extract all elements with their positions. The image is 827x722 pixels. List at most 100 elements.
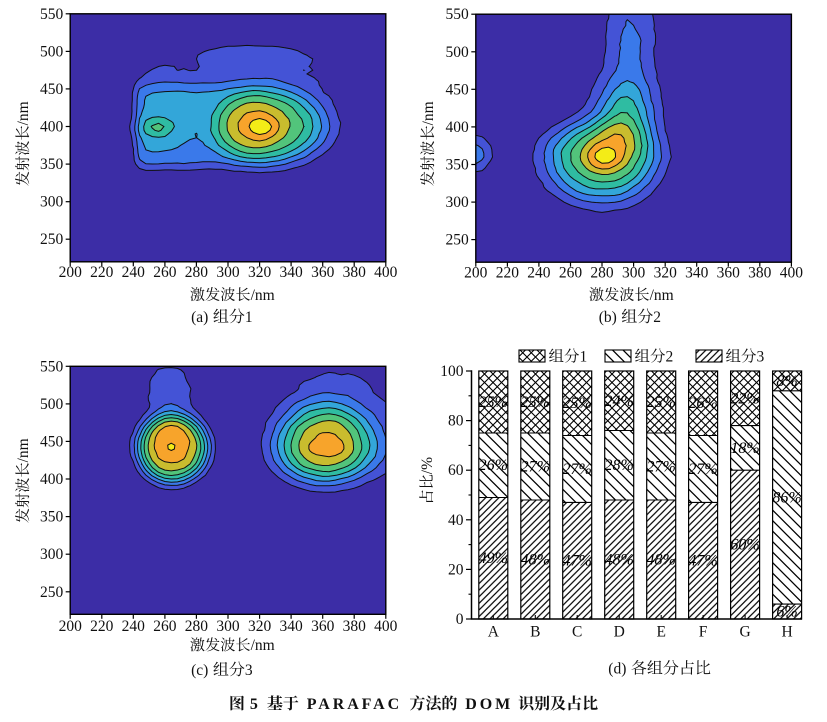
svg-text:280: 280 [185,618,209,635]
svg-text:380: 380 [748,265,772,282]
svg-text:240: 240 [527,265,551,282]
svg-text:/nm: /nm [15,438,32,462]
svg-text:/nm: /nm [251,287,275,304]
svg-text:100: 100 [440,363,464,380]
svg-text:48%: 48% [521,552,550,569]
svg-text:A: A [488,624,500,641]
svg-text:500: 500 [40,43,64,60]
svg-text:220: 220 [90,618,114,635]
svg-text:400: 400 [446,119,470,136]
svg-text:C: C [572,624,582,641]
svg-text:B: B [530,624,540,641]
svg-text:300: 300 [622,265,646,282]
svg-text:340: 340 [279,264,303,281]
svg-text:24%: 24% [605,393,634,410]
svg-text:350: 350 [40,156,64,173]
svg-text:/%: /% [419,457,436,474]
svg-text:300: 300 [446,194,470,211]
svg-text:340: 340 [279,618,303,635]
svg-text:300: 300 [40,546,64,563]
svg-text:D: D [614,624,625,641]
svg-text:48%: 48% [647,552,676,569]
svg-text:320: 320 [654,265,678,282]
svg-text:5: 5 [250,696,258,713]
svg-text:500: 500 [40,396,64,413]
svg-text:350: 350 [446,157,470,174]
svg-text:F: F [699,624,708,641]
svg-text:220: 220 [90,264,114,281]
svg-text:6%: 6% [776,604,797,621]
svg-text:280: 280 [185,264,209,281]
svg-text:26%: 26% [688,395,717,412]
svg-text:H: H [781,624,792,641]
svg-text:380: 380 [343,618,367,635]
svg-text:25%: 25% [647,394,676,411]
svg-text:PARAFAC: PARAFAC [307,696,402,713]
svg-text:(a): (a) [191,309,208,326]
svg-text:500: 500 [446,44,470,61]
svg-text:400: 400 [374,264,398,281]
svg-text:49%: 49% [479,550,508,567]
svg-text:/nm: /nm [15,101,32,125]
svg-text:48%: 48% [605,552,634,569]
svg-text:320: 320 [248,618,272,635]
svg-text:25%: 25% [563,395,592,412]
svg-text:300: 300 [216,264,240,281]
svg-text:200: 200 [59,264,83,281]
svg-text:0: 0 [456,611,464,628]
svg-text:47%: 47% [563,553,592,570]
svg-text:400: 400 [780,265,804,282]
svg-text:3: 3 [757,349,765,366]
svg-text:250: 250 [40,231,64,248]
svg-text:2: 2 [653,309,661,326]
svg-text:450: 450 [40,81,64,98]
svg-text:340: 340 [685,265,709,282]
svg-text:(c): (c) [191,662,208,679]
svg-text:/nm: /nm [251,637,275,654]
svg-text:300: 300 [216,618,240,635]
svg-text:8%: 8% [776,373,797,390]
svg-text:260: 260 [559,265,583,282]
svg-text:60%: 60% [730,537,759,554]
svg-text:27%: 27% [688,461,717,478]
svg-text:280: 280 [590,265,614,282]
svg-text:28%: 28% [605,457,634,474]
svg-text:400: 400 [40,471,64,488]
svg-text:250: 250 [446,232,470,249]
svg-text:350: 350 [40,509,64,526]
svg-text:3: 3 [245,662,253,679]
svg-text:550: 550 [446,6,470,23]
svg-text:25%: 25% [479,394,508,411]
svg-text:260: 260 [153,618,177,635]
svg-text:250: 250 [40,584,64,601]
svg-text:/nm: /nm [650,287,674,304]
svg-text:550: 550 [40,358,64,375]
svg-text:240: 240 [122,618,146,635]
svg-text:25%: 25% [521,394,550,411]
svg-text:DOM: DOM [465,696,513,713]
svg-text:1: 1 [580,349,588,366]
svg-text:200: 200 [59,618,83,635]
svg-text:E: E [656,624,665,641]
svg-text:27%: 27% [647,459,676,476]
svg-text:2: 2 [666,349,674,366]
svg-text:G: G [739,624,750,641]
svg-text:550: 550 [40,6,64,23]
svg-text:360: 360 [311,618,335,635]
svg-text:60: 60 [448,462,464,479]
svg-text:320: 320 [248,264,272,281]
svg-text:27%: 27% [521,459,550,476]
svg-text:20: 20 [448,561,464,578]
svg-text:80: 80 [448,413,464,430]
svg-text:40: 40 [448,512,464,529]
svg-text:450: 450 [446,81,470,98]
svg-text:18%: 18% [730,440,759,457]
svg-text:200: 200 [464,265,488,282]
svg-text:360: 360 [311,264,335,281]
svg-text:260: 260 [153,264,177,281]
svg-text:300: 300 [40,194,64,211]
svg-text:380: 380 [343,264,367,281]
svg-text:450: 450 [40,433,64,450]
svg-text:(d): (d) [608,661,626,678]
svg-text:/nm: /nm [420,101,437,125]
